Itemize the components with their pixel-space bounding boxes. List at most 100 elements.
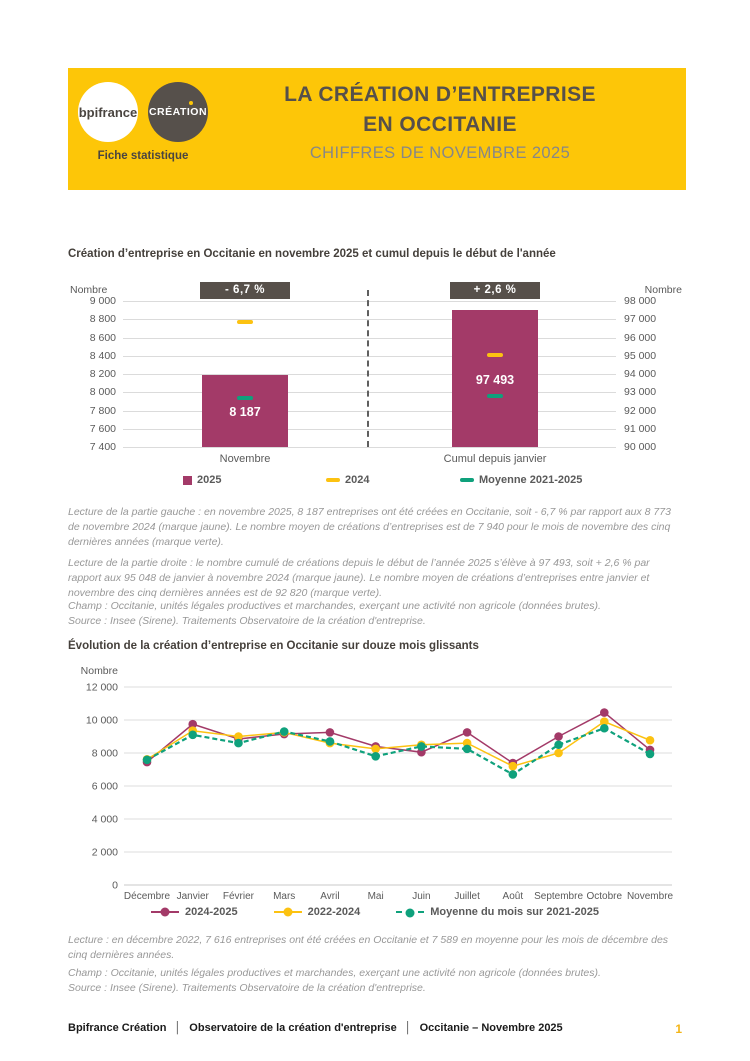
source-note-1: Source : Insee (Sirene). Traitements Obs… (68, 615, 426, 627)
left-axis-tick: 8 200 (89, 368, 116, 380)
gridline (123, 392, 616, 394)
lecture-paragraph-2: Lecture : en décembre 2022, 7 616 entrep… (68, 934, 669, 961)
data-point-Juillet (462, 744, 472, 754)
marker-2024 (237, 319, 253, 324)
data-point-Mai (371, 752, 380, 761)
x-axis-tick: Octobre (587, 891, 623, 902)
footer-item-2: Observatoire de la création d'entreprise (189, 1022, 397, 1034)
bar-chart-monthly-vs-cumul: Nombre Nombre 9 000 98 000 8 800 97 000 8 600 9… (68, 282, 682, 497)
right-axis-tick: 98 000 (624, 295, 657, 307)
line-chart-svg: Nombre 12 000 10 000 8 000 6 000 4 000 2 000 0D… (81, 665, 674, 902)
y-axis-tick: 4 000 (92, 814, 118, 826)
lecture-right-paragraph: Lecture de la partie droite : le nombre … (68, 557, 650, 599)
left-axis-tick: 7 800 (89, 404, 116, 417)
creation-logo-dot-icon (189, 101, 194, 105)
chart1-title: Création d’entreprise en Occitanie en no… (68, 248, 556, 260)
header-titles: LA CRÉATION D’ENTREPRISE EN OCCITANIE CH… (240, 80, 640, 163)
right-axis-name: Nombre (644, 284, 682, 296)
champ-note-2: Champ : Occitanie, unités légales produc… (68, 967, 601, 979)
data-point-Décembre (142, 755, 152, 765)
data-point-Mai (371, 744, 380, 754)
data-point-Mars (279, 727, 289, 736)
gridline (123, 410, 616, 412)
footer-separator: │ (174, 1022, 182, 1034)
data-point-Septembre (554, 748, 563, 758)
gridline (123, 447, 616, 448)
bpifrance-logo-text: bpifrance (78, 104, 138, 120)
y-axis-tick: 12 000 (86, 682, 118, 694)
marker-mean-2021-2025 (487, 393, 503, 398)
bpifrance-logo: bpifrance (78, 82, 138, 142)
legend-label: 2024-2025 (185, 906, 238, 918)
footer-item-3: Occitanie – Novembre 2025 (419, 1022, 563, 1034)
legend-item: 2024-2025 (151, 906, 238, 918)
data-point-Septembre (554, 732, 563, 741)
data-point-Février (234, 732, 243, 741)
legend-item: Moyenne du mois sur 2021-2025 (396, 906, 599, 918)
data-point-Octobre (600, 708, 609, 717)
marker-2024 (487, 352, 503, 357)
gridline (123, 337, 616, 339)
right-axis-tick: 97 000 (624, 313, 657, 326)
data-point-Août (508, 761, 518, 771)
right-axis-tick: 96 000 (624, 331, 657, 344)
right-axis-tick: 90 000 (624, 441, 657, 453)
left-axis-tick: 8 400 (89, 349, 116, 362)
right-axis-tick: 93 000 (624, 386, 657, 399)
page-title-line2: EN OCCITANIE (363, 113, 517, 136)
legend-item: 2022-2024 (273, 906, 360, 918)
data-point-Août (508, 770, 518, 779)
left-axis-tick: 8 000 (89, 386, 116, 399)
y-axis-tick: 6 000 (92, 781, 118, 793)
group-divider-dashed-line (367, 290, 369, 447)
gridline (123, 355, 616, 357)
variation-badge: - 6,7 % (200, 282, 290, 299)
left-axis-name: Nombre (70, 284, 108, 296)
data-point-Février (234, 738, 243, 748)
x-axis-tick: Mars (273, 891, 295, 902)
line-chart-twelve-months: Nombre 12 000 10 000 8 000 6 000 4 000 2 000 0 D… (68, 662, 682, 908)
legend-label: 2025 (197, 474, 222, 486)
y-axis-tick: 0 (112, 880, 118, 892)
x-axis-tick: Mai (368, 891, 384, 902)
creation-logo: CRÉATION (148, 82, 208, 142)
gridline (123, 374, 616, 375)
y-axis-tick: 10 000 (86, 715, 118, 727)
left-axis-tick: 7 400 (89, 441, 116, 453)
legend-label: Moyenne 2021-2025 (479, 474, 583, 486)
y-axis-name: Nombre (81, 665, 119, 677)
data-point-Juillet (462, 728, 472, 737)
legend-swatch-dot (405, 908, 415, 918)
x-axis-tick: Août (503, 891, 524, 902)
tagline: Fiche statistique (97, 150, 189, 162)
x-axis-tick: Septembre (534, 891, 583, 902)
marker-mean-2021-2025 (237, 395, 253, 400)
legend-swatch-line (273, 907, 302, 917)
data-point-Avril (325, 737, 335, 746)
data-point-Avril (325, 728, 335, 737)
data-point-Septembre (554, 740, 563, 750)
x-axis-tick: Novembre (627, 891, 674, 902)
gridline (123, 428, 616, 430)
data-point-Octobre (600, 717, 609, 726)
right-axis-tick: 94 000 (624, 368, 657, 380)
x-axis-tick: Décembre (124, 891, 171, 902)
x-axis-tick: Juillet (454, 891, 480, 902)
footer-separator: │ (404, 1022, 412, 1034)
bar-value-label: 97 493 (475, 372, 515, 387)
bar-2025 (202, 375, 288, 447)
data-point-Janvier (188, 719, 198, 729)
legend-item: 2024 (326, 474, 369, 486)
legend-swatch-dash (326, 478, 340, 482)
y-axis-tick: 8 000 (92, 748, 118, 760)
legend-swatch-dot (160, 907, 170, 917)
group-label: Cumul depuis janvier (443, 453, 547, 465)
right-axis-tick: 92 000 (624, 404, 657, 417)
champ-note-1: Champ : Occitanie, unités légales produc… (68, 600, 601, 612)
legend-swatch-dash (460, 478, 474, 482)
group-label: Novembre (219, 453, 271, 465)
data-point-Janvier (188, 730, 198, 740)
left-axis-tick: 8 600 (89, 331, 116, 344)
legend-label: 2024 (345, 474, 370, 486)
